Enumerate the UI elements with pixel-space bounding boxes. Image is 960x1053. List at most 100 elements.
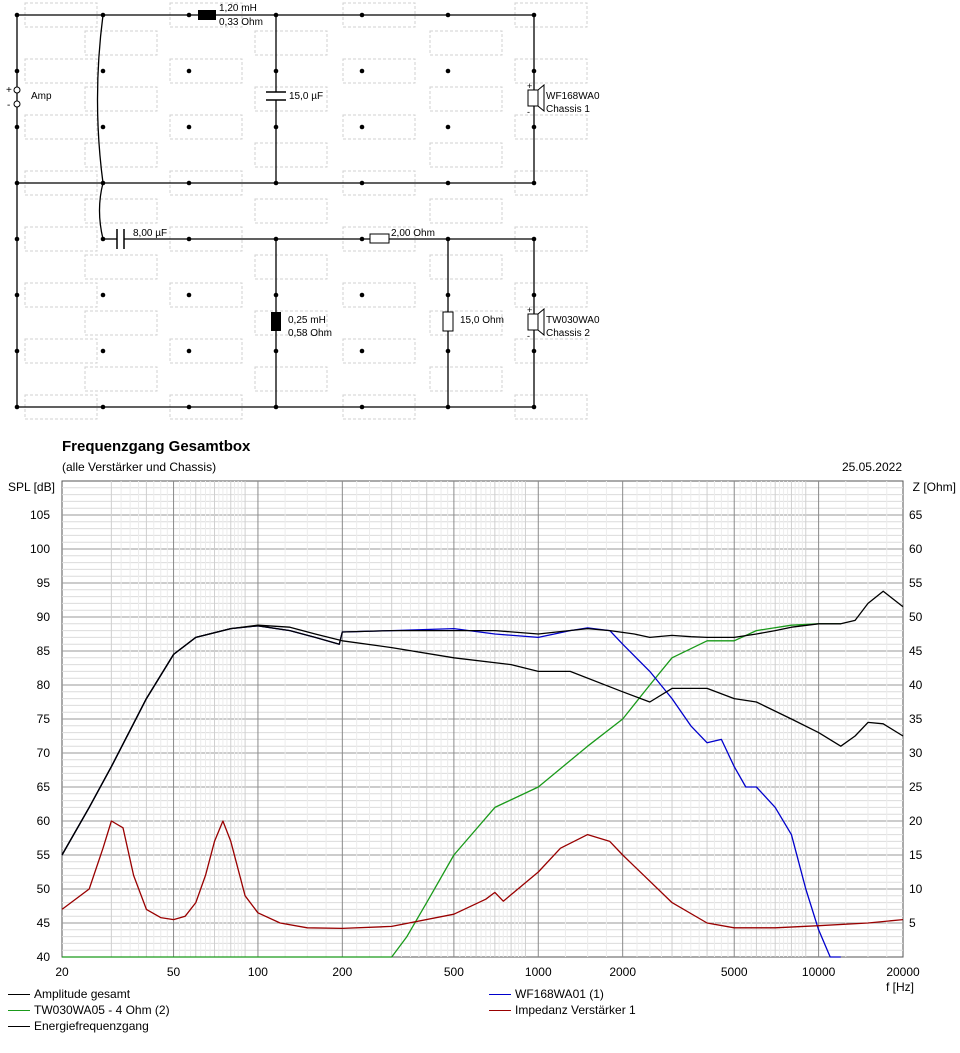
y-left-tick-label: 55 [37,848,51,862]
junction-dot [100,404,106,410]
junction-dot [531,12,537,18]
junction-dot [14,68,20,74]
y-right-tick-label: 5 [909,916,916,930]
junction-dot [445,292,451,298]
placeholder-tile [254,142,328,168]
wiring [16,14,535,408]
placeholder-tile [169,58,243,84]
y-left-tick-label: 60 [37,814,51,828]
inductor-1-resistance: 0,33 Ohm [219,17,263,28]
amp-plus-terminal [13,86,21,94]
inductor-2-value: 0,25 mH [288,315,326,326]
chart-date: 25.05.2022 [841,460,902,474]
placeholder-tile [254,86,328,112]
junction-dot [273,236,279,242]
inductor-2-resistance: 0,58 Ohm [288,328,332,339]
inductor-1-symbol [198,10,216,20]
chart-grid [61,480,904,958]
legend-swatch-0 [8,993,30,995]
speaker-2-minus: - [527,331,530,341]
junction-dot [359,404,365,410]
y-left-tick-label: 80 [37,678,51,692]
speaker-1-plus: + [527,81,532,91]
placeholder-tile [84,366,158,392]
legend-label-4: Energiefrequenzgang [34,1019,149,1033]
junction-dot [445,180,451,186]
frequency-response-chart: 20 50 100 200 500 1000 2000 5000 10000 2000010510… [30,480,923,979]
junction-dot [445,12,451,18]
y-right-tick-label: 40 [909,678,923,692]
junction-dot [273,124,279,130]
junction-dot [445,348,451,354]
junction-dot [359,292,365,298]
legend-swatch-1 [489,993,511,995]
y-left-tick-label: 100 [30,542,50,556]
placeholder-tile [429,254,503,280]
junction-dot [445,236,451,242]
y-left-tick-label: 90 [37,610,51,624]
series-line-3 [61,820,904,930]
x-tick-label: 2000 [609,965,636,979]
y-left-tick-label: 95 [37,576,51,590]
placeholder-tile [84,86,158,112]
chassis-2-label: Chassis 2 [546,328,590,339]
chassis-1-name: WF168WA0 [546,91,600,102]
junction-dot [186,236,192,242]
junction-dot [359,12,365,18]
chassis-1-label: Chassis 1 [546,104,590,115]
x-axis-label: f [Hz] [886,980,915,994]
junction-dot [531,404,537,410]
x-tick-label: 200 [332,965,352,979]
placeholder-tile [342,114,416,140]
junction-dot [186,348,192,354]
y-right-tick-label: 10 [909,882,923,896]
y-left-tick-label: 40 [37,950,51,964]
x-tick-label: 500 [444,965,464,979]
y-right-tick-label: 15 [909,848,923,862]
x-tick-label: 1000 [525,965,552,979]
y-axis-left-label: SPL [dB] [8,480,55,494]
junction-dot [359,68,365,74]
capacitor-1-symbol [266,91,286,101]
amp-minus-sign: - [7,100,10,111]
junction-dot [100,12,106,18]
speaker-1-icon [527,83,545,113]
y-right-tick-label: 45 [909,644,923,658]
junction-dot [531,180,537,186]
legend-item-0: Amplitude gesamt [8,987,130,1001]
inductor-1-value: 1,20 mH [219,3,257,14]
junction-dot [186,180,192,186]
amp-minus-terminal [13,100,21,108]
chart-title: Frequenzgang Gesamtbox [62,438,251,455]
legend-label-1: WF168WA01 (1) [515,987,604,1001]
junction-dot [186,404,192,410]
placeholder-tile [254,310,328,336]
shunt-resistor-value: 15,0 Ohm [460,315,504,326]
series-resistor-value: 2,00 Ohm [391,228,435,239]
y-right-tick-label: 30 [909,746,923,760]
legend-swatch-3 [489,1009,511,1011]
y-right-tick-label: 65 [909,508,923,522]
placeholder-tile [254,366,328,392]
legend-label-2: TW030WA05 - 4 Ohm (2) [34,1003,170,1017]
placeholder-tile [254,30,328,56]
y-right-tick-label: 60 [909,542,923,556]
series-line-2 [62,623,841,958]
junction-dot [531,348,537,354]
junction-dot [359,180,365,186]
junction-dot [14,292,20,298]
junction-dot [445,124,451,130]
x-tick-label: 50 [167,965,181,979]
junction-dot [531,236,537,242]
y-left-tick-label: 45 [37,916,51,930]
junction-dot [273,68,279,74]
series-line-4 [61,624,904,856]
junction-dot [531,124,537,130]
junction-dot [186,292,192,298]
legend-item-1: WF168WA01 (1) [489,987,604,1001]
x-tick-label: 100 [248,965,268,979]
y-left-tick-label: 75 [37,712,51,726]
capacitor-2-value: 8,00 µF [133,228,167,239]
chart-subtitle: (alle Verstärker und Chassis) [62,460,217,474]
placeholder-tile [429,310,503,336]
